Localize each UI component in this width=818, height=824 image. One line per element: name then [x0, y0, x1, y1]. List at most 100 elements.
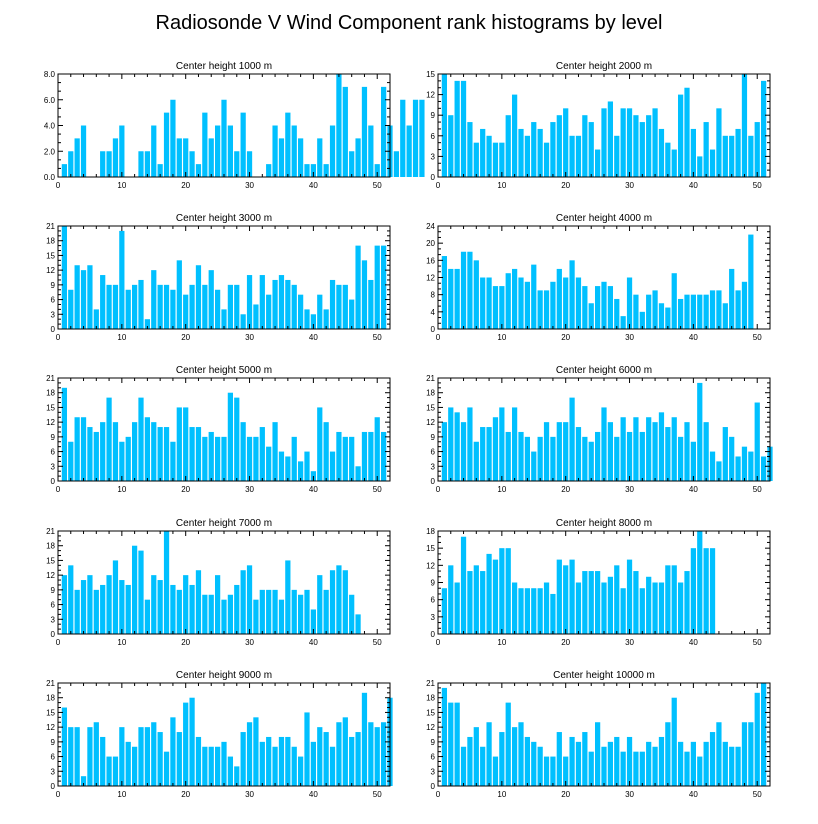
histogram-bar — [131, 545, 138, 634]
histogram-bar — [304, 712, 310, 786]
histogram-bar — [620, 588, 626, 634]
histogram-bar — [138, 727, 144, 786]
histogram-bar — [380, 86, 387, 177]
y-tick-label: 21 — [426, 679, 435, 688]
histogram-bar — [518, 722, 524, 786]
histogram-bar — [658, 582, 665, 634]
histogram-bar — [665, 722, 671, 786]
x-tick-label: 40 — [309, 485, 318, 494]
histogram-bar — [684, 87, 690, 177]
y-tick-label: 12 — [46, 571, 55, 580]
x-tick-label: 30 — [625, 333, 634, 342]
histogram-bar — [144, 417, 151, 481]
y-tick-label: 8 — [431, 291, 436, 300]
histogram-bar — [183, 407, 189, 481]
y-tick-label: 9 — [431, 738, 436, 747]
histogram-bar — [291, 436, 297, 481]
x-tick-label: 10 — [117, 485, 126, 494]
histogram-bar — [355, 732, 361, 786]
histogram-bar — [336, 722, 342, 786]
histogram-bar — [349, 594, 355, 634]
y-tick-label: 0 — [431, 630, 436, 639]
histogram-bar — [518, 431, 524, 481]
y-tick-label: 3 — [431, 767, 436, 776]
histogram-bar — [74, 417, 80, 481]
x-tick-label: 0 — [436, 485, 441, 494]
x-tick-label: 50 — [373, 638, 382, 647]
histogram-bar — [729, 268, 735, 329]
histogram-bar — [658, 412, 665, 481]
y-tick-label: 3 — [51, 767, 56, 776]
histogram-bar — [227, 594, 234, 634]
histogram-bar — [355, 138, 361, 177]
histogram-bar — [492, 559, 499, 634]
x-tick-label: 0 — [56, 638, 61, 647]
histogram-bar — [125, 741, 131, 786]
histogram-bar — [144, 727, 151, 786]
histogram-bar — [735, 290, 741, 329]
histogram-bar — [697, 294, 703, 329]
histogram-bar — [633, 417, 639, 481]
histogram-bar — [582, 286, 588, 329]
y-tick-label: 0.0 — [44, 173, 56, 182]
y-tick-label: 0 — [51, 630, 56, 639]
y-tick-label: 6.0 — [44, 96, 56, 105]
histogram-bar — [550, 122, 556, 177]
histogram-bar — [246, 722, 253, 786]
x-tick-label: 50 — [753, 638, 762, 647]
x-tick-label: 0 — [436, 790, 441, 799]
histogram-panel: Center height 5000 m 0 10 20 30 40 50 0 3 6 9 12 15 1… — [46, 365, 391, 494]
y-tick-label: 9 — [51, 433, 56, 442]
histogram-bar — [176, 589, 182, 634]
y-tick-label: 3 — [51, 310, 56, 319]
histogram-bar — [754, 122, 760, 177]
histogram-bar — [234, 151, 240, 177]
histogram-bar — [652, 108, 658, 177]
histogram-bar — [537, 290, 543, 329]
histogram-bar — [467, 251, 473, 329]
histogram-bar — [266, 446, 272, 481]
x-tick-label: 10 — [497, 790, 506, 799]
histogram-bar — [716, 108, 722, 177]
histogram-bar — [189, 151, 195, 177]
x-tick-label: 20 — [181, 181, 190, 190]
histogram-bar — [100, 275, 106, 329]
histogram-bar — [729, 135, 735, 177]
histogram-bar — [208, 431, 214, 481]
histogram-bar — [163, 531, 170, 634]
histogram-bar — [214, 436, 221, 481]
x-tick-label: 10 — [117, 333, 126, 342]
histogram-bar — [106, 284, 112, 329]
x-tick-label: 50 — [373, 485, 382, 494]
histogram-bar — [594, 571, 601, 634]
histogram-bar — [748, 722, 754, 786]
histogram-bar — [575, 135, 582, 177]
histogram-bar — [419, 99, 425, 177]
histogram-bar — [119, 125, 125, 177]
histogram-bar — [486, 135, 492, 177]
histogram-bar — [119, 441, 125, 481]
panel-title: Center height 1000 m — [176, 61, 272, 72]
histogram-bar — [626, 108, 633, 177]
histogram-bar — [658, 128, 665, 177]
histogram-bar — [246, 275, 253, 329]
histogram-bar — [183, 575, 189, 634]
histogram-bar — [138, 550, 144, 634]
histogram-bar — [614, 736, 620, 786]
y-tick-label: 0 — [431, 477, 436, 486]
histogram-bar — [100, 151, 106, 177]
y-tick-label: 6 — [51, 448, 56, 457]
histogram-bar — [741, 446, 748, 481]
histogram-bar — [240, 570, 246, 634]
y-tick-label: 2.0 — [44, 147, 56, 156]
y-tick-label: 21 — [426, 374, 435, 383]
histogram-bar — [550, 756, 556, 786]
histogram-bar — [285, 736, 291, 786]
histogram-bar — [74, 727, 80, 786]
histogram-bar — [486, 553, 492, 634]
histogram-bar — [492, 417, 499, 481]
histogram-bar — [684, 294, 690, 329]
histogram-bar — [473, 142, 479, 177]
histogram-bar — [368, 125, 374, 177]
histogram-bar — [234, 397, 240, 481]
